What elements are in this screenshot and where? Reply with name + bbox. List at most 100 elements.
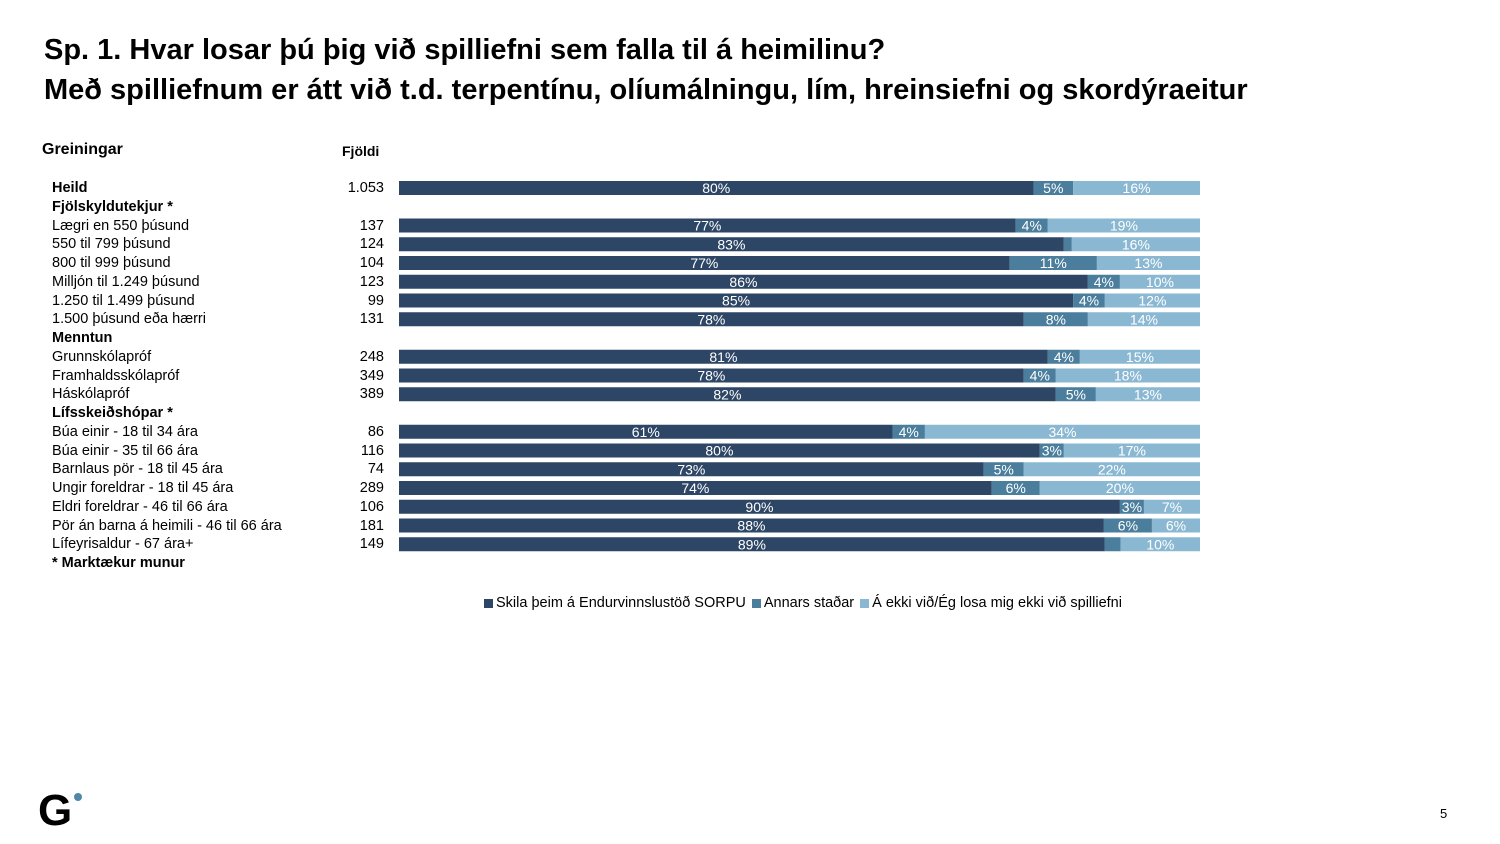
data-label: 78% bbox=[697, 311, 725, 327]
group-header-label: Lífsskeiðshópar * bbox=[52, 405, 173, 421]
bar-segment-series-2 bbox=[1087, 274, 1120, 289]
row-count: 1.053 bbox=[347, 180, 384, 196]
title-line-1: Sp. 1. Hvar losar þú þig við spilliefni … bbox=[44, 34, 886, 66]
data-label: 5% bbox=[1043, 180, 1063, 196]
bar-segment-series-2 bbox=[1073, 293, 1105, 308]
row-label: Lífeyrisaldur - 67 ára+ bbox=[52, 536, 194, 553]
data-label: 90% bbox=[745, 499, 773, 515]
row-label: Barnlaus pör - 18 til 45 ára bbox=[52, 461, 223, 478]
row-count: 123 bbox=[359, 273, 384, 290]
row-count: 86 bbox=[367, 423, 384, 440]
bar-segment-series-2 bbox=[1033, 181, 1074, 195]
bar-segment-series-2 bbox=[1023, 368, 1056, 383]
data-label: 13% bbox=[1134, 255, 1162, 271]
bar-segment-series-2 bbox=[1063, 237, 1072, 252]
bar-segment-series-3 bbox=[1079, 349, 1200, 364]
count-header: Fjöldi bbox=[342, 143, 380, 159]
bar-segment-series-3 bbox=[1096, 256, 1200, 270]
data-label: 6% bbox=[1006, 480, 1026, 496]
bar-segment-series-2 bbox=[991, 481, 1040, 495]
data-label: 34% bbox=[1048, 424, 1076, 440]
bar-segment-series-3 bbox=[1039, 481, 1200, 495]
row-count: 131 bbox=[359, 311, 384, 328]
bar-segment-series-1 bbox=[399, 256, 1010, 270]
row-label: Búa einir - 35 til 66 ára bbox=[52, 442, 198, 459]
company-logo: G bbox=[38, 786, 73, 835]
bar-segment-series-1 bbox=[399, 518, 1104, 533]
row-label: Grunnskólapróf bbox=[52, 348, 152, 365]
bar-segment-series-2 bbox=[1039, 443, 1064, 458]
breakdowns-header: Greiningar bbox=[42, 141, 123, 158]
bar-segment-series-1 bbox=[399, 462, 984, 477]
row-count: 74 bbox=[367, 461, 384, 478]
data-label: 10% bbox=[1146, 274, 1174, 290]
bar-segment-series-2 bbox=[1047, 349, 1080, 364]
bar-segment-series-2 bbox=[1119, 499, 1144, 514]
data-label: 8% bbox=[1046, 311, 1066, 327]
legend-label: Á ekki við/Ég losa mig ekki við spillief… bbox=[872, 595, 1122, 611]
legend-item: Á ekki við/Ég losa mig ekki við spillief… bbox=[860, 595, 1122, 611]
legend-item: Skila þeim á Endurvinnslustöð SORPU bbox=[484, 595, 746, 611]
bar-segment-series-3 bbox=[1071, 237, 1200, 252]
bar-segment-series-1 bbox=[399, 481, 992, 495]
bar-segment-series-3 bbox=[1120, 537, 1200, 552]
legend-swatch-icon bbox=[751, 598, 761, 608]
bar-segment-series-1 bbox=[399, 349, 1048, 364]
bar-segment-series-3 bbox=[1055, 368, 1200, 383]
bar-segment-series-1 bbox=[399, 293, 1074, 308]
row-count: 349 bbox=[359, 367, 384, 384]
bar-segment-series-1 bbox=[399, 312, 1024, 327]
data-label: 20% bbox=[1106, 480, 1134, 496]
data-label: 11% bbox=[1040, 255, 1067, 271]
bar-segment-series-2 bbox=[1104, 537, 1121, 552]
row-count: 181 bbox=[359, 517, 384, 534]
data-label: 80% bbox=[705, 443, 733, 459]
row-label: Ungir foreldrar - 18 til 45 ára bbox=[52, 480, 234, 496]
bar-segment-series-1 bbox=[399, 368, 1024, 383]
row-label: Lægri en 550 þúsund bbox=[52, 217, 190, 234]
row-count: 106 bbox=[359, 498, 384, 515]
bar-segment-series-2 bbox=[1009, 256, 1097, 270]
bar-segment-series-3 bbox=[1087, 312, 1200, 327]
bar-segment-series-3 bbox=[1143, 499, 1200, 514]
data-label: 15% bbox=[1126, 349, 1154, 365]
bar-segment-series-3 bbox=[1063, 443, 1200, 458]
data-label: 82% bbox=[713, 386, 741, 402]
bar-segment-series-1 bbox=[399, 181, 1034, 195]
data-label: 4% bbox=[1094, 274, 1114, 290]
group-header-label: * Marktækur munur bbox=[52, 555, 185, 571]
bar-segment-series-3 bbox=[1095, 387, 1200, 402]
legend-swatch-icon bbox=[484, 598, 494, 608]
row-count: 389 bbox=[359, 386, 384, 403]
bar-segment-series-3 bbox=[1023, 462, 1200, 477]
group-header-label: Fjölskyldutekjur * bbox=[52, 198, 173, 215]
data-label: 78% bbox=[697, 368, 725, 384]
row-label: Búa einir - 18 til 34 ára bbox=[52, 423, 198, 440]
data-label: 6% bbox=[1118, 518, 1138, 534]
data-label: 81% bbox=[709, 349, 737, 365]
bar-segment-series-1 bbox=[399, 218, 1016, 233]
row-label: 1.250 til 1.499 þúsund bbox=[52, 292, 195, 309]
data-label: 4% bbox=[1030, 368, 1050, 384]
row-label: Milljón til 1.249 þúsund bbox=[52, 273, 200, 290]
bar-segment-series-2 bbox=[1015, 218, 1048, 233]
data-label: 19% bbox=[1110, 218, 1138, 234]
data-label: 73% bbox=[677, 461, 705, 477]
data-label: 12% bbox=[1138, 293, 1166, 309]
legend-item: Annars staðar bbox=[751, 595, 854, 611]
row-label: 1.500 þúsund eða hærri bbox=[52, 311, 206, 328]
data-label: 4% bbox=[899, 424, 919, 440]
data-label: 4% bbox=[1079, 293, 1099, 309]
page-title: Sp. 1. Hvar losar þú þig við spilliefni … bbox=[44, 30, 1248, 110]
data-label: 5% bbox=[994, 461, 1014, 477]
data-label: 14% bbox=[1130, 311, 1158, 327]
data-label: 16% bbox=[1123, 180, 1151, 196]
bar-segment-series-3 bbox=[1073, 181, 1200, 195]
data-label: 22% bbox=[1098, 461, 1126, 477]
row-label: 550 til 799 þúsund bbox=[52, 236, 171, 253]
row-count: 104 bbox=[359, 255, 384, 271]
row-label: Háskólapróf bbox=[52, 386, 130, 403]
row-count: 99 bbox=[367, 292, 384, 309]
